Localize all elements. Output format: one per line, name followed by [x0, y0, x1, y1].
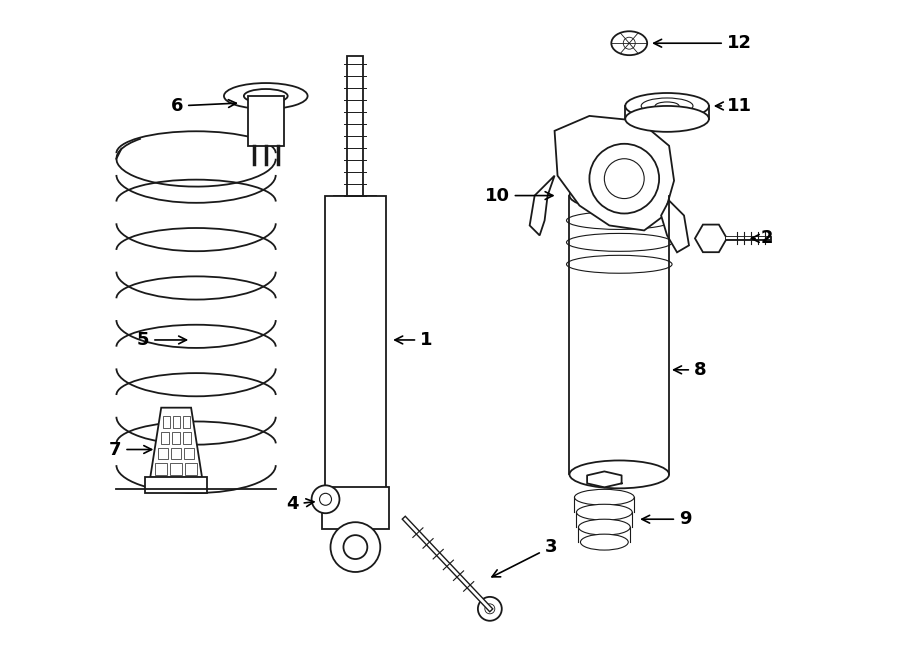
Ellipse shape — [244, 89, 288, 103]
Ellipse shape — [570, 181, 669, 209]
Ellipse shape — [566, 234, 672, 252]
Ellipse shape — [574, 489, 634, 505]
Bar — [183, 432, 191, 444]
Circle shape — [330, 522, 381, 572]
Circle shape — [600, 185, 610, 195]
Ellipse shape — [580, 534, 628, 550]
Bar — [173, 416, 180, 428]
Text: 1: 1 — [395, 331, 433, 349]
Circle shape — [600, 197, 610, 207]
Circle shape — [628, 197, 638, 207]
Bar — [325, 195, 386, 489]
Text: 6: 6 — [171, 97, 236, 115]
Circle shape — [478, 597, 502, 621]
Circle shape — [604, 159, 644, 199]
Bar — [321, 487, 390, 529]
Text: 11: 11 — [716, 97, 751, 115]
Circle shape — [643, 191, 652, 201]
Text: 12: 12 — [653, 34, 752, 52]
Bar — [184, 448, 194, 459]
Polygon shape — [150, 408, 202, 477]
Circle shape — [587, 191, 597, 201]
Circle shape — [628, 185, 638, 195]
Ellipse shape — [570, 461, 669, 489]
Text: 7: 7 — [109, 440, 151, 459]
Ellipse shape — [224, 83, 308, 109]
Polygon shape — [530, 175, 554, 236]
Bar — [161, 432, 169, 444]
Ellipse shape — [626, 106, 709, 132]
Text: 2: 2 — [752, 230, 773, 248]
Bar — [185, 463, 197, 475]
Ellipse shape — [626, 93, 709, 119]
Circle shape — [624, 37, 635, 49]
Text: 3: 3 — [492, 538, 557, 577]
Bar — [248, 96, 284, 146]
Bar — [172, 432, 180, 444]
Polygon shape — [554, 116, 674, 230]
Ellipse shape — [641, 98, 693, 114]
Ellipse shape — [566, 211, 672, 230]
Bar — [347, 56, 364, 201]
Ellipse shape — [655, 102, 679, 110]
Circle shape — [344, 535, 367, 559]
Circle shape — [485, 604, 495, 614]
Circle shape — [590, 144, 659, 214]
Ellipse shape — [577, 504, 632, 520]
Bar — [171, 448, 181, 459]
Bar — [335, 195, 376, 216]
Text: 5: 5 — [137, 331, 186, 349]
Ellipse shape — [590, 187, 649, 205]
Ellipse shape — [566, 256, 672, 273]
Text: 4: 4 — [286, 495, 314, 513]
Bar — [183, 416, 190, 428]
Text: 9: 9 — [642, 510, 691, 528]
Polygon shape — [662, 201, 689, 252]
Bar — [170, 463, 182, 475]
Bar — [145, 477, 207, 493]
Text: 8: 8 — [674, 361, 706, 379]
Circle shape — [320, 493, 331, 505]
Bar — [155, 463, 167, 475]
Circle shape — [311, 485, 339, 513]
Bar — [163, 416, 170, 428]
Ellipse shape — [611, 31, 647, 55]
Bar — [158, 448, 168, 459]
Ellipse shape — [579, 519, 630, 535]
Text: 10: 10 — [485, 187, 553, 205]
